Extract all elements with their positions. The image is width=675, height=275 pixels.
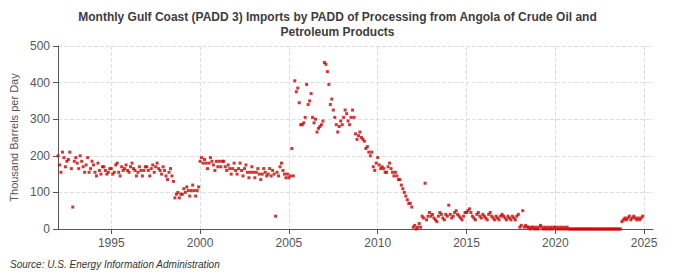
svg-text:400: 400 — [30, 76, 50, 90]
svg-text:300: 300 — [30, 112, 50, 126]
svg-text:2020: 2020 — [542, 236, 569, 250]
svg-text:2000: 2000 — [187, 236, 214, 250]
svg-text:0: 0 — [43, 222, 50, 236]
svg-text:Thousand Barrels per Day: Thousand Barrels per Day — [8, 73, 20, 202]
svg-text:Petroleum Products: Petroleum Products — [280, 25, 394, 39]
svg-text:2025: 2025 — [631, 236, 658, 250]
svg-text:Source: U.S. Energy Informatio: Source: U.S. Energy Information Administ… — [10, 259, 220, 270]
svg-text:2010: 2010 — [364, 236, 391, 250]
svg-text:Monthly Gulf Coast (PADD 3) Im: Monthly Gulf Coast (PADD 3) Imports by P… — [78, 10, 596, 24]
svg-text:2015: 2015 — [453, 236, 480, 250]
svg-text:2005: 2005 — [276, 236, 303, 250]
svg-text:100: 100 — [30, 185, 50, 199]
svg-text:1995: 1995 — [98, 236, 125, 250]
svg-text:500: 500 — [30, 39, 50, 53]
svg-text:200: 200 — [30, 149, 50, 163]
